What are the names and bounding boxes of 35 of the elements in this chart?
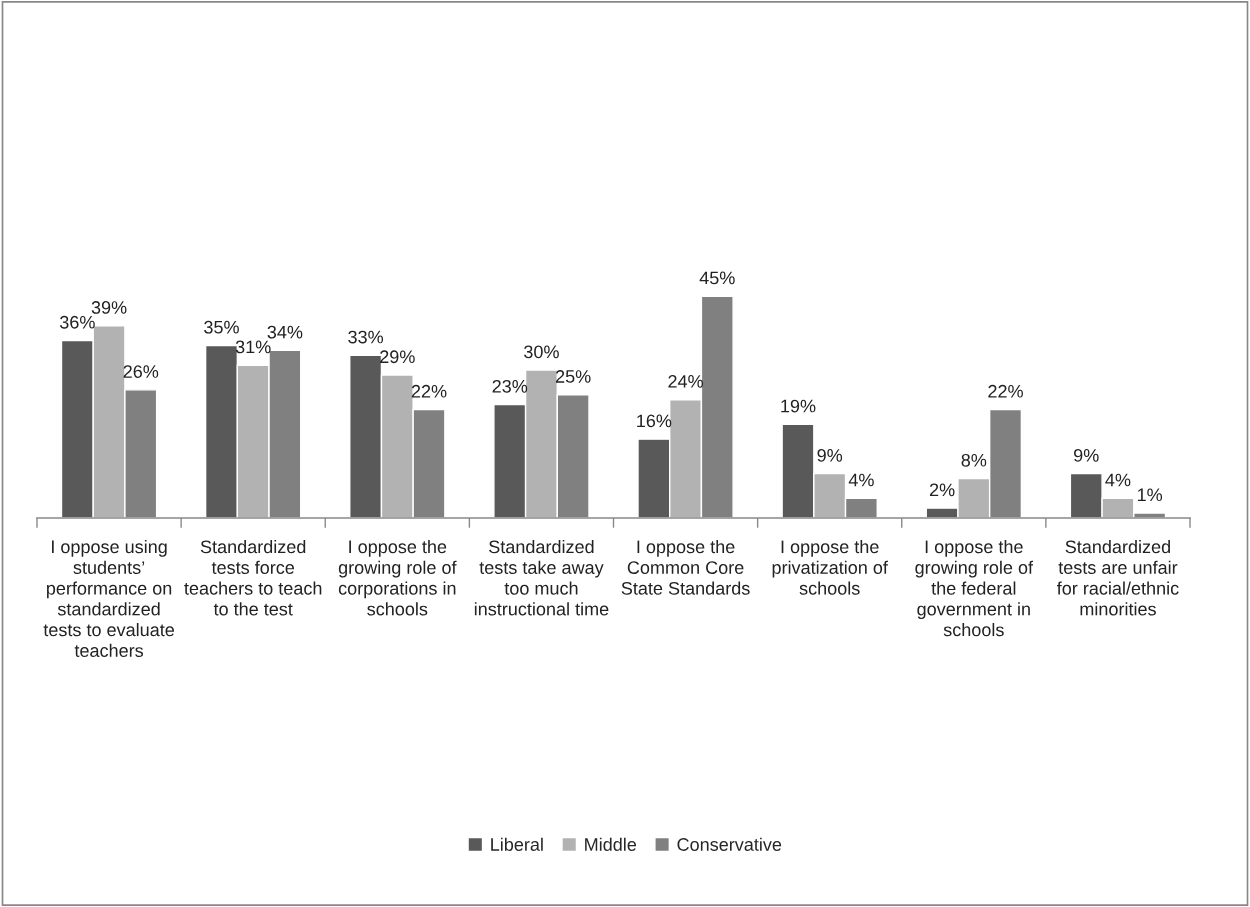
x-tick-label: Standardized tests force teachers to teach to the test [184, 539, 322, 616]
data-label: 39% [91, 301, 127, 314]
data-label: 9% [1074, 448, 1099, 462]
x-tick-label: I oppose the growing role of corporations in schools [338, 539, 457, 616]
data-label: 34% [267, 325, 303, 339]
data-label: 2% [929, 483, 955, 497]
legend-label: Conservative [677, 837, 782, 851]
data-label: 19% [781, 399, 816, 413]
data-label: 4% [848, 473, 874, 487]
data-label: 23% [492, 379, 528, 393]
legend-label: Liberal [491, 837, 543, 851]
data-label: 36% [59, 315, 95, 329]
data-label: 8% [961, 453, 987, 467]
data-label: 22% [411, 384, 447, 398]
legend-label: Middle [585, 837, 637, 851]
data-label: 22% [988, 384, 1023, 398]
x-tick-label: Standardized tests take away too much instructional time [474, 539, 609, 616]
data-label: 30% [524, 345, 559, 359]
x-tick-label: Standardized tests are unfair for racial/ethnic minorities [1056, 539, 1179, 616]
data-label: 29% [380, 350, 415, 364]
x-tick-label: I oppose using students’ performance on standardized tests to evaluate teachers [43, 539, 175, 658]
data-label: 24% [668, 375, 703, 388]
data-label: 9% [817, 448, 843, 462]
data-label: 4% [1105, 473, 1131, 487]
x-tick-label: I oppose the growing role of the federal government in schools [915, 539, 1034, 637]
data-label: 25% [555, 370, 591, 383]
data-label: 26% [123, 365, 159, 378]
data-label: 31% [235, 340, 271, 354]
data-label: 33% [348, 330, 384, 344]
x-tick-label: I oppose the Common Core State Standards [621, 539, 750, 595]
data-label: 45% [699, 271, 735, 285]
data-label: 16% [637, 414, 672, 428]
data-label: 35% [204, 320, 239, 334]
data-label: 1% [1137, 488, 1163, 502]
x-tick-label: I oppose the privatization of schools [772, 539, 888, 595]
